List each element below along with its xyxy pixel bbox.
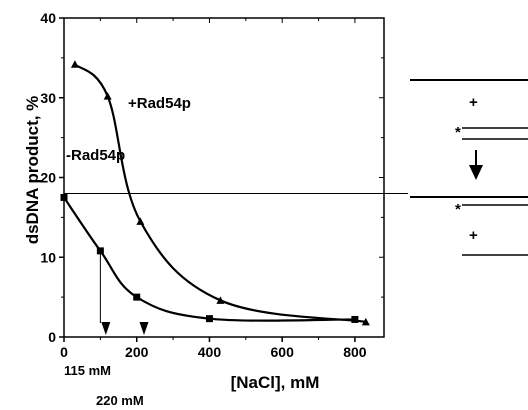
series-line	[74, 63, 366, 323]
y-tick-label: 20	[40, 170, 56, 186]
star-top: *	[455, 124, 461, 141]
y-tick-label: 30	[40, 90, 56, 106]
plus-top: +	[469, 94, 478, 111]
x-tick-label: 0	[60, 344, 68, 360]
strand-diagram: + * * +	[410, 79, 528, 256]
series-line	[63, 196, 355, 322]
x-tick-label: 600	[271, 344, 295, 360]
x-tick-label: 200	[125, 344, 149, 360]
x-tick-label: 400	[198, 344, 222, 360]
y-tick-label: 10	[40, 249, 56, 265]
annotation-label: 220 mM	[96, 393, 144, 408]
data-point-square	[351, 315, 359, 323]
series-label-plus-rad54p: +Rad54p	[128, 95, 191, 112]
data-point-square	[60, 193, 68, 201]
series-label-minus-rad54p: -Rad54p	[66, 147, 125, 164]
annotation-arrow	[139, 322, 149, 335]
data-point-triangle	[136, 217, 145, 225]
data-point-triangle	[103, 92, 112, 100]
data-point-square	[133, 293, 141, 301]
annotation-label: 115 mM	[64, 363, 111, 378]
y-axis-title: dsDNA product, %	[23, 96, 42, 245]
data-point-square	[205, 315, 213, 323]
x-tick-label: 800	[343, 344, 367, 360]
y-tick-label: 0	[48, 329, 56, 345]
data-point-triangle	[70, 60, 79, 68]
star-bottom: *	[455, 201, 461, 218]
plot-frame	[63, 17, 385, 338]
annotation-arrow	[101, 322, 111, 335]
data-point-triangle	[361, 317, 370, 326]
x-axis-title: [NaCl], mM	[231, 373, 320, 392]
diagram-arrow-head	[469, 165, 483, 180]
plus-bottom: +	[469, 227, 478, 244]
data-point-triangle	[216, 296, 225, 304]
y-tick-label: 40	[40, 10, 56, 26]
